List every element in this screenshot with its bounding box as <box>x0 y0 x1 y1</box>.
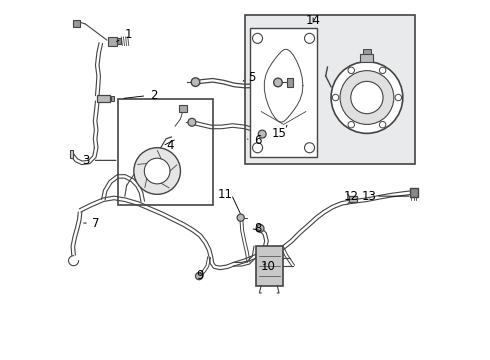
Bar <box>97 95 110 102</box>
Bar <box>245 15 416 164</box>
Text: 5: 5 <box>248 71 256 84</box>
Bar <box>118 99 213 205</box>
Bar <box>349 196 357 202</box>
Bar <box>179 105 187 112</box>
Bar <box>363 49 371 54</box>
Text: 4: 4 <box>166 139 173 152</box>
Bar <box>250 28 317 157</box>
Bar <box>410 188 418 197</box>
Circle shape <box>191 78 200 86</box>
Circle shape <box>196 273 203 280</box>
Circle shape <box>256 225 264 232</box>
Circle shape <box>379 67 386 73</box>
Text: 8: 8 <box>254 222 261 235</box>
Text: 3: 3 <box>82 154 89 167</box>
Circle shape <box>252 143 263 153</box>
Text: 12: 12 <box>343 190 358 203</box>
Circle shape <box>145 158 170 184</box>
Circle shape <box>348 121 354 128</box>
Text: 13: 13 <box>361 190 376 203</box>
Circle shape <box>188 118 196 126</box>
Circle shape <box>395 94 401 101</box>
Text: 2: 2 <box>150 89 157 102</box>
Text: 11: 11 <box>218 188 233 201</box>
FancyBboxPatch shape <box>70 150 74 158</box>
Circle shape <box>274 78 282 87</box>
Bar <box>256 246 283 286</box>
Circle shape <box>258 130 266 138</box>
Text: 6: 6 <box>254 134 261 147</box>
Circle shape <box>351 81 383 114</box>
Text: 14: 14 <box>306 14 320 27</box>
Circle shape <box>340 71 394 125</box>
Text: 1: 1 <box>124 28 132 41</box>
Bar <box>108 37 117 45</box>
Circle shape <box>252 33 263 43</box>
Circle shape <box>304 143 315 153</box>
Circle shape <box>237 214 245 221</box>
Text: 9: 9 <box>196 269 204 282</box>
Text: 7: 7 <box>93 216 100 230</box>
Circle shape <box>134 148 180 194</box>
Circle shape <box>331 62 403 134</box>
Bar <box>287 78 294 87</box>
Text: 15: 15 <box>271 127 287 140</box>
Circle shape <box>332 94 339 101</box>
Circle shape <box>348 67 354 73</box>
Text: 10: 10 <box>261 260 276 273</box>
Circle shape <box>304 33 315 43</box>
Bar <box>117 39 122 44</box>
Bar <box>73 21 80 27</box>
Bar <box>361 54 373 62</box>
Bar <box>111 96 115 102</box>
Circle shape <box>379 121 386 128</box>
